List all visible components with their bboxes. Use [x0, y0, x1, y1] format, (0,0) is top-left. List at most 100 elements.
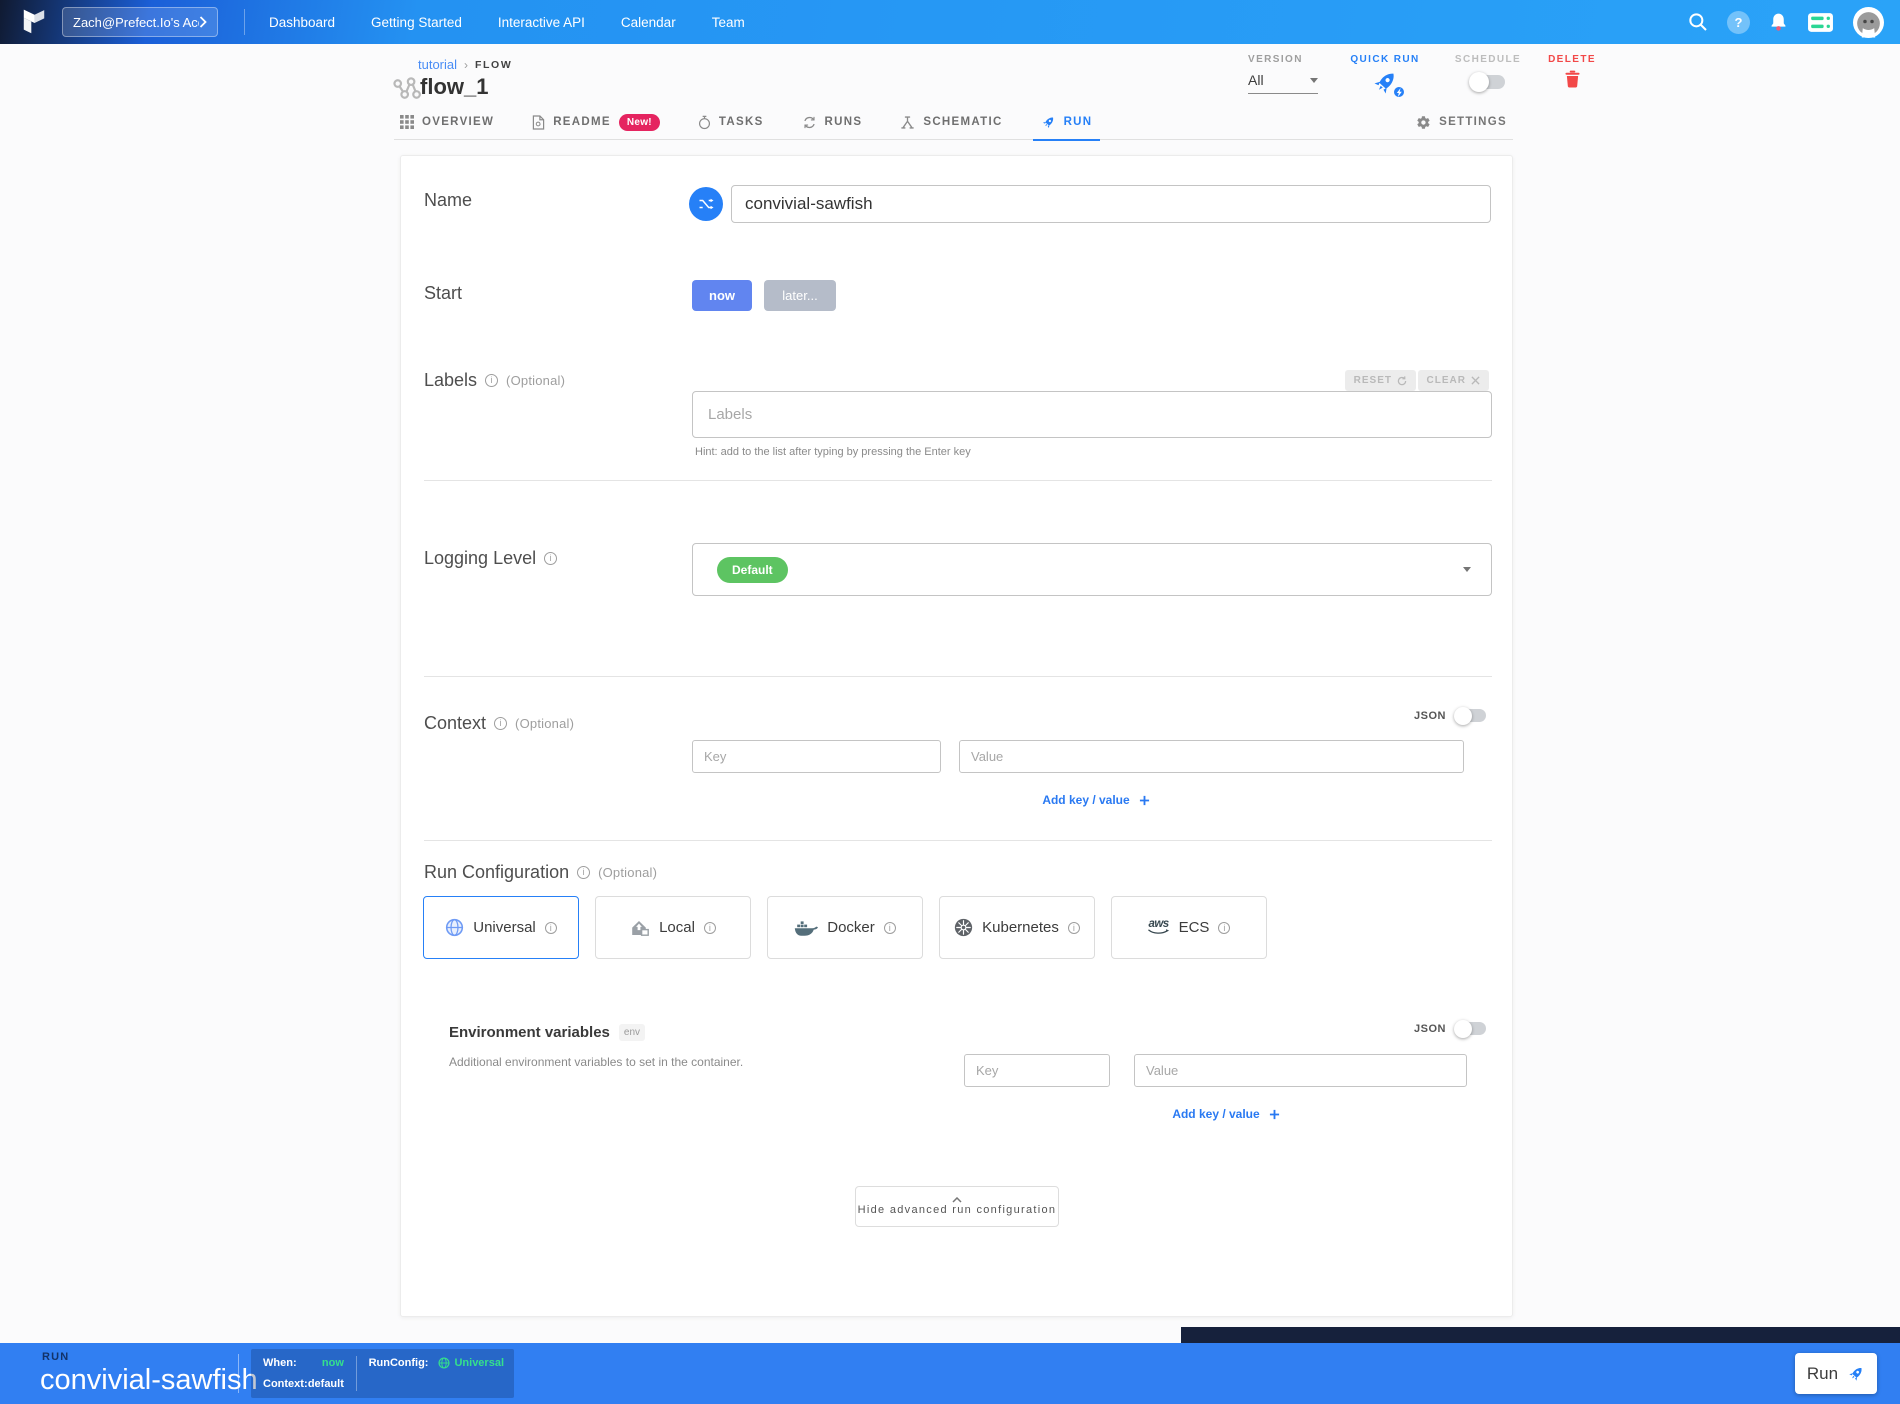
start-now-button[interactable]: now — [692, 280, 752, 311]
info-icon[interactable] — [577, 866, 591, 879]
info-icon[interactable] — [883, 921, 896, 934]
section-divider — [424, 676, 1492, 677]
env-variables-title: Environment variables env — [449, 1024, 646, 1041]
context-json-toggle[interactable] — [1454, 706, 1486, 725]
schedule-control: SCHEDULE — [1446, 54, 1530, 92]
context-key-input[interactable] — [692, 740, 941, 773]
run-config-kubernetes-label: Kubernetes — [982, 919, 1059, 936]
tab-run[interactable]: RUN — [1032, 105, 1101, 141]
run-config-local[interactable]: Local — [595, 896, 751, 959]
account-selector[interactable]: Zach@Prefect.Io's Acc... — [62, 7, 218, 37]
prefect-logo-icon[interactable] — [20, 7, 48, 37]
run-submit-button[interactable]: Run — [1795, 1353, 1877, 1394]
labels-clear-button[interactable]: CLEAR — [1417, 370, 1489, 391]
close-icon — [1471, 376, 1480, 385]
labels-hint: Hint: add to the list after typing by pr… — [695, 446, 971, 458]
runconfig-value-wrap: Universal — [438, 1357, 504, 1369]
env-variables-text: Environment variables — [449, 1024, 610, 1041]
nav-link-calendar[interactable]: Calendar — [620, 14, 676, 30]
context-optional-text: (Optional) — [515, 716, 575, 731]
chevron-down-icon — [1310, 77, 1318, 83]
api-tokens-icon[interactable] — [1807, 12, 1834, 33]
run-config-kubernetes[interactable]: Kubernetes — [939, 896, 1095, 959]
grid-icon — [400, 115, 414, 129]
tab-tasks[interactable]: TASKS — [692, 105, 770, 140]
logging-level-chip: Default — [717, 556, 788, 583]
gear-icon — [1416, 115, 1431, 130]
name-label: Name — [424, 190, 473, 210]
logging-level-label: Logging Level — [424, 548, 558, 569]
runconfig-value: Universal — [454, 1357, 504, 1369]
run-config-ecs[interactable]: aws ECS — [1111, 896, 1267, 959]
tab-runs[interactable]: RUNS — [796, 105, 869, 140]
nav-link-getting-started[interactable]: Getting Started — [371, 14, 462, 30]
cycle-arrows-icon — [802, 115, 817, 130]
tab-readme[interactable]: README New! — [526, 105, 666, 140]
chevron-up-icon — [952, 1197, 962, 1203]
info-icon[interactable] — [1218, 921, 1231, 934]
docker-whale-icon — [794, 919, 819, 937]
account-name: Zach@Prefect.Io's Acc... — [73, 14, 199, 30]
tab-overview[interactable]: OVERVIEW — [394, 105, 500, 140]
breadcrumb-separator: › — [464, 57, 469, 72]
user-avatar[interactable] — [1853, 6, 1884, 38]
rocket-icon — [1041, 115, 1056, 130]
labels-input[interactable] — [692, 391, 1492, 438]
tab-readme-label: README — [553, 116, 611, 128]
delete-control[interactable]: DELETE — [1546, 54, 1598, 88]
run-config-universal[interactable]: Universal — [423, 896, 579, 959]
kubernetes-helm-icon — [954, 918, 973, 937]
labels-label: Labels (Optional) — [424, 370, 565, 391]
tab-schematic[interactable]: SCHEMATIC — [894, 105, 1008, 140]
tab-run-label: RUN — [1063, 116, 1093, 128]
run-config-docker[interactable]: Docker — [767, 896, 923, 959]
flow-run-name-input[interactable] — [731, 185, 1491, 223]
notifications-bell-icon[interactable] — [1769, 12, 1788, 32]
info-icon[interactable] — [485, 374, 499, 387]
env-value-input[interactable] — [1134, 1054, 1467, 1087]
nav-link-interactive-api[interactable]: Interactive API — [497, 14, 585, 30]
nav-link-team[interactable]: Team — [711, 14, 745, 30]
run-config-local-label: Local — [659, 919, 695, 936]
context-label: Context (Optional) — [424, 713, 574, 734]
context-value-input[interactable] — [959, 740, 1464, 773]
env-add-key-value-button[interactable]: Add key / value — [1141, 1107, 1311, 1121]
start-later-button[interactable]: later... — [764, 280, 836, 311]
randomize-name-button[interactable] — [689, 187, 723, 221]
document-icon — [532, 114, 545, 130]
run-config-universal-label: Universal — [473, 919, 536, 936]
nav-link-dashboard[interactable]: Dashboard — [269, 14, 336, 30]
env-key-input[interactable] — [964, 1054, 1110, 1087]
info-icon[interactable] — [1067, 921, 1080, 934]
tab-runs-label: RUNS — [824, 116, 863, 128]
logging-level-select[interactable]: Default — [692, 543, 1492, 596]
search-icon[interactable] — [1688, 12, 1708, 32]
run-configuration-optional-text: (Optional) — [598, 865, 658, 880]
info-icon[interactable] — [703, 921, 716, 934]
labels-reset-button[interactable]: RESET — [1344, 370, 1416, 391]
footer-run-label: RUN — [42, 1351, 70, 1363]
aws-logo-text: aws — [1148, 918, 1169, 930]
section-divider — [424, 480, 1492, 481]
context-add-key-value-button[interactable]: Add key / value — [1011, 793, 1181, 807]
navbar-links: Dashboard Getting Started Interactive AP… — [269, 15, 745, 30]
schedule-toggle[interactable] — [1469, 72, 1505, 92]
env-description: Additional environment variables to set … — [449, 1055, 744, 1069]
info-icon[interactable] — [544, 552, 558, 565]
run-config-docker-label: Docker — [827, 919, 875, 936]
footer-flow-run-name: convivial-sawfish — [40, 1364, 258, 1396]
env-json-toggle[interactable] — [1454, 1019, 1486, 1038]
version-dropdown[interactable]: All — [1248, 72, 1318, 94]
breadcrumb-project-link[interactable]: tutorial — [418, 57, 458, 72]
quick-run-control[interactable]: QUICK RUN — [1342, 54, 1428, 99]
info-icon[interactable] — [494, 717, 508, 730]
chevron-right-icon — [199, 16, 207, 28]
info-icon[interactable] — [544, 921, 557, 934]
timer-icon — [698, 115, 711, 130]
tab-settings[interactable]: SETTINGS — [1410, 105, 1513, 140]
hide-advanced-button[interactable]: Hide advanced run configuration — [855, 1186, 1059, 1227]
trash-icon — [1564, 70, 1580, 88]
help-icon[interactable] — [1727, 10, 1750, 34]
run-configuration-text: Run Configuration — [424, 862, 570, 882]
